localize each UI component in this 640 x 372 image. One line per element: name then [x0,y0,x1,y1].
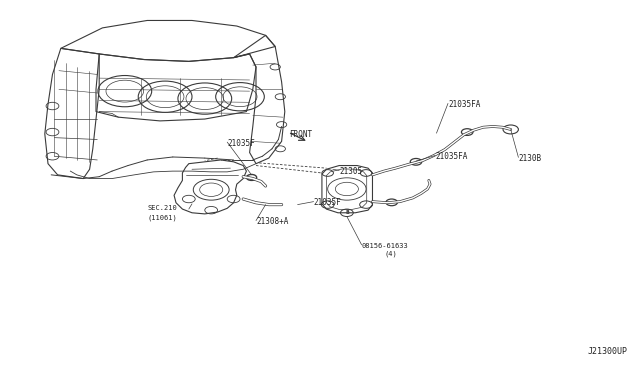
Text: 21035F: 21035F [314,198,341,207]
Text: 08156-61633: 08156-61633 [362,243,408,248]
Text: 21305: 21305 [339,167,362,176]
Text: SEC.210: SEC.210 [147,205,177,211]
Text: (11061): (11061) [147,214,177,221]
Text: FRONT: FRONT [289,130,312,139]
Circle shape [246,174,257,180]
Circle shape [461,129,473,135]
Text: B: B [345,210,349,215]
Text: 21308+A: 21308+A [256,217,289,226]
Text: 21035FA: 21035FA [435,152,468,161]
Text: 21035FA: 21035FA [448,100,481,109]
Text: (4): (4) [384,250,397,257]
Circle shape [386,199,397,206]
Circle shape [410,158,422,165]
Text: 21035F: 21035F [227,139,255,148]
Text: J21300UP: J21300UP [588,347,627,356]
Text: 2130B: 2130B [518,154,541,163]
